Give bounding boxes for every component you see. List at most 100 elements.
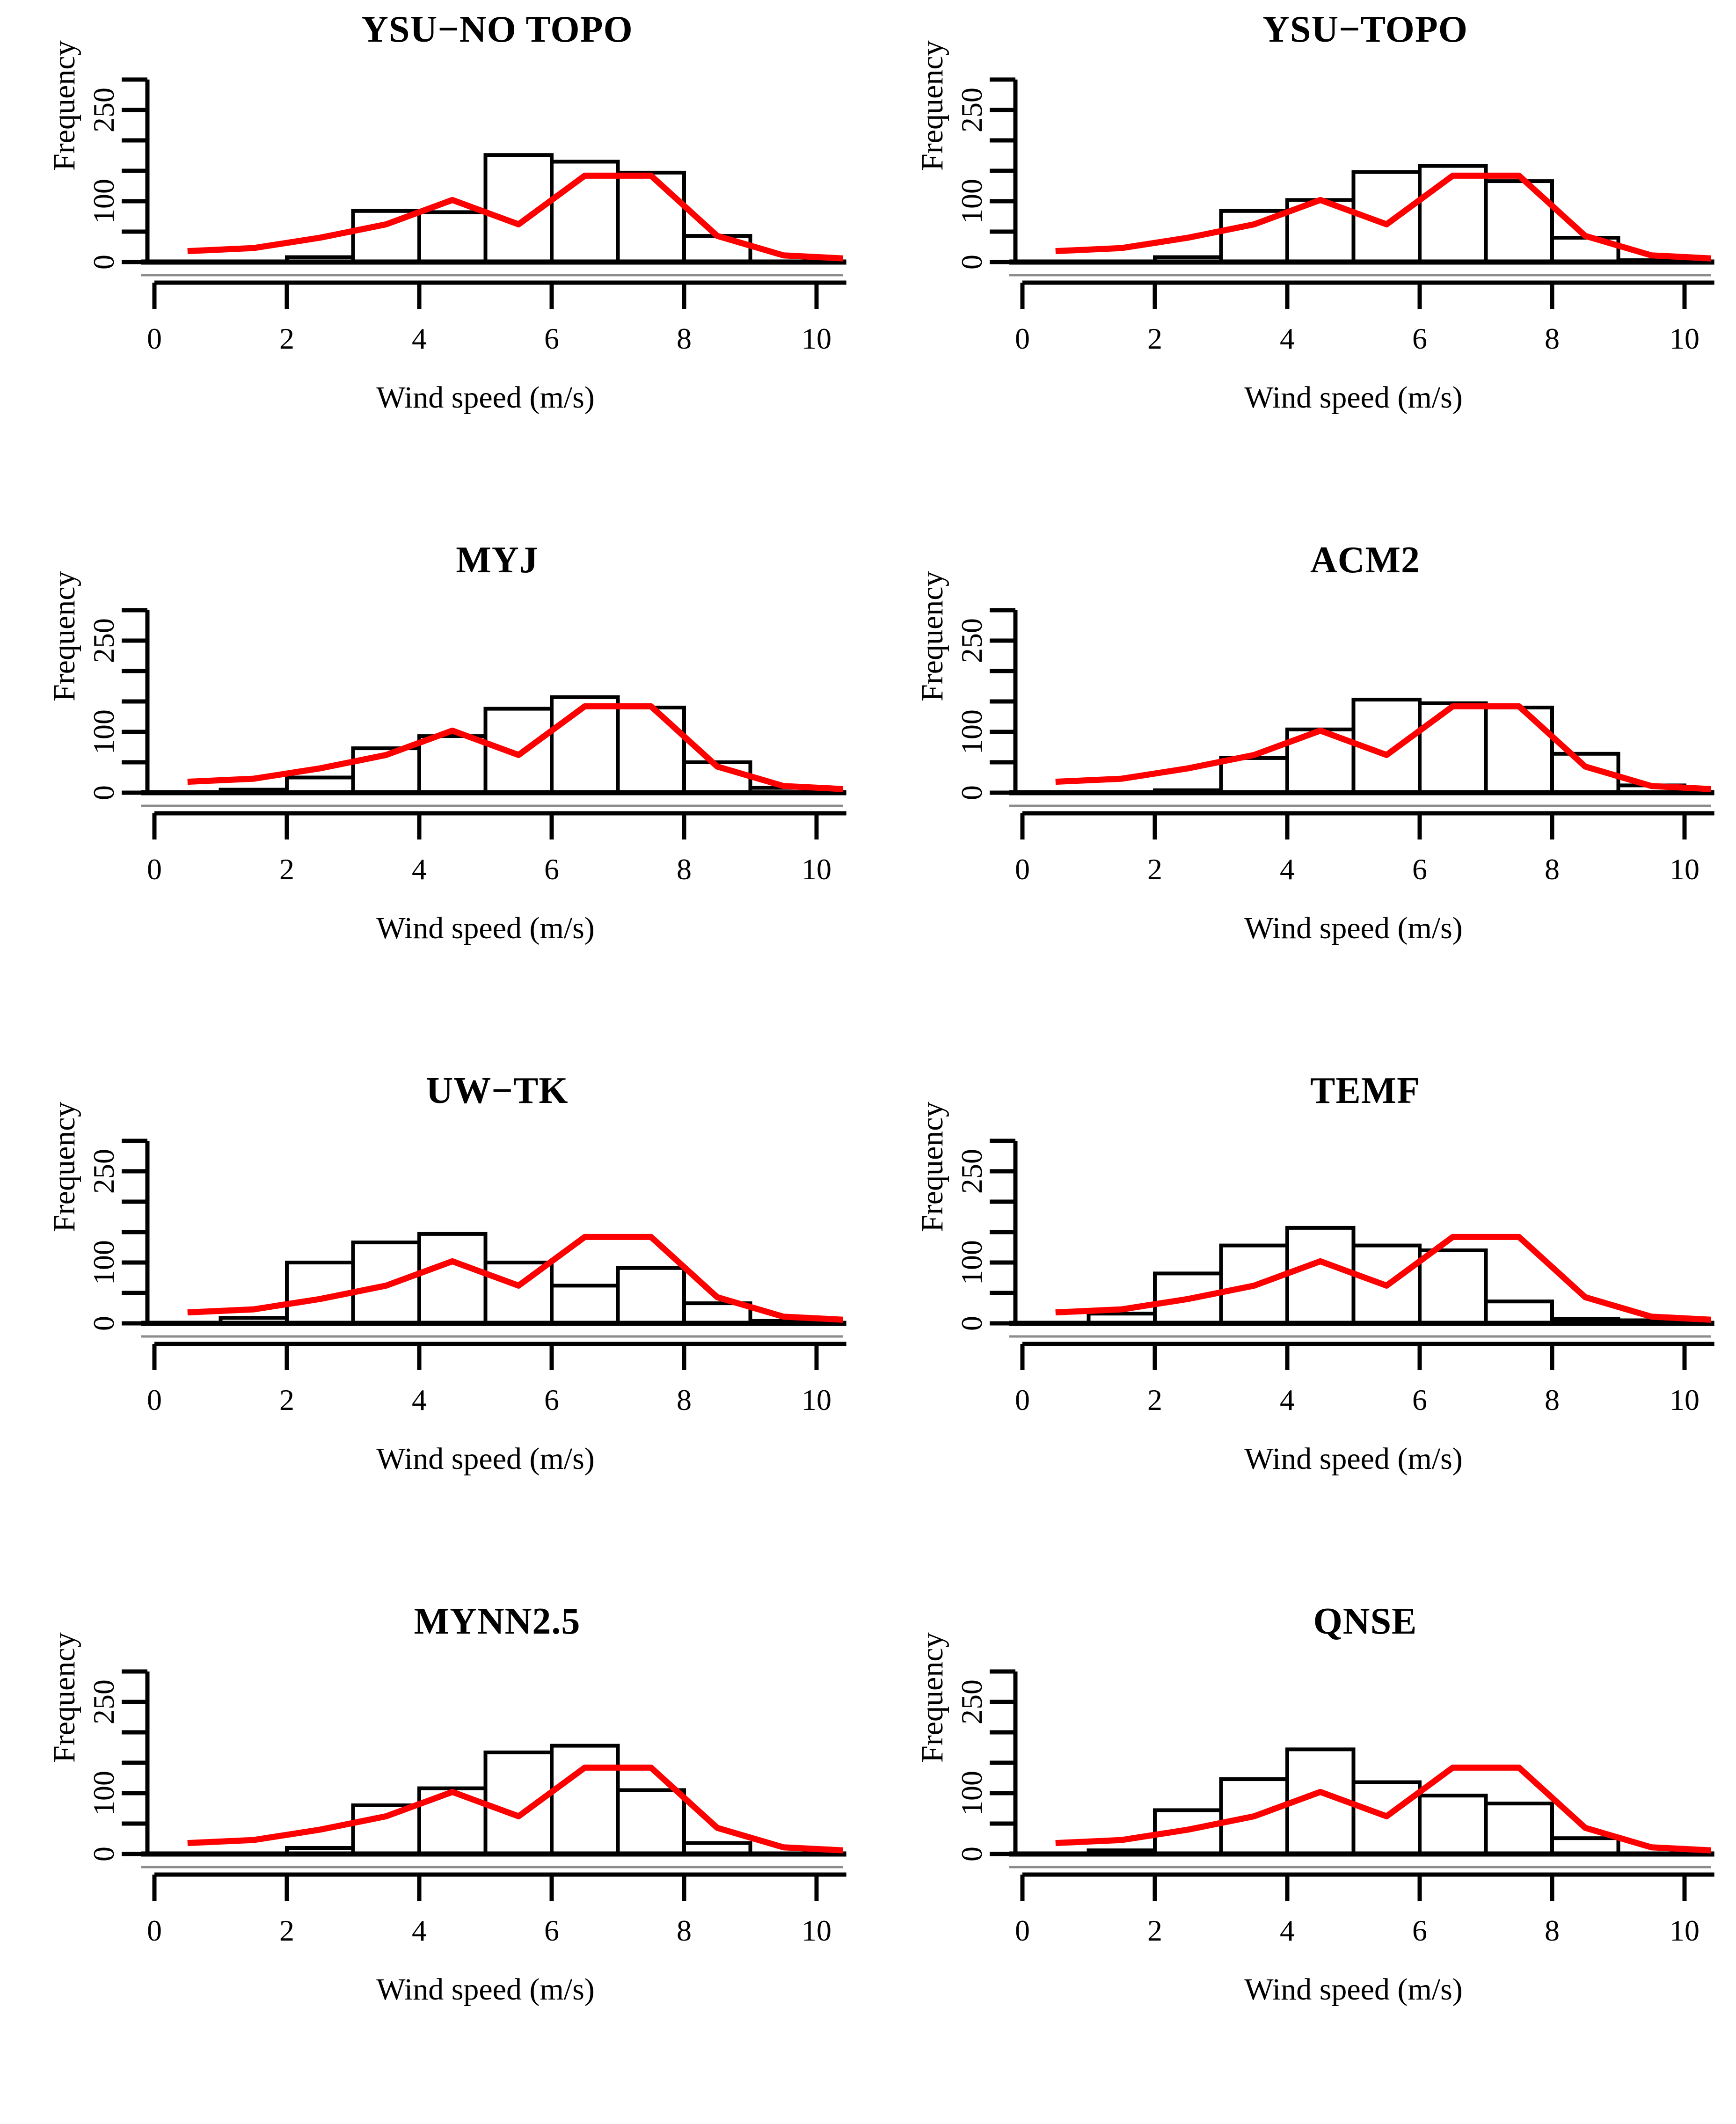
histogram-panel-myj: MYJ Frequency 0 100 250 0 2 4 6 8 10 Wind speed … xyxy=(0,531,868,1061)
y-tick-label: 100 xyxy=(955,1240,988,1285)
y-tick-label: 0 xyxy=(87,1847,120,1861)
y-tick-label: 250 xyxy=(955,1149,988,1194)
histogram-panel-acm2: ACM2 Frequency 0 100 250 0 2 4 6 8 10 Wind speed… xyxy=(868,531,1736,1061)
y-tick-label: 0 xyxy=(87,1316,120,1331)
x-tick-label: 8 xyxy=(677,1383,692,1416)
x-tick-label: 10 xyxy=(802,1914,832,1947)
panel-title: QNSE xyxy=(1313,1601,1417,1642)
x-tick-label: 6 xyxy=(1412,1914,1427,1947)
y-tick-label: 250 xyxy=(87,88,120,132)
x-tick-label: 10 xyxy=(802,1383,832,1416)
x-axis-label: Wind speed (m/s) xyxy=(1244,380,1463,415)
panel-title: YSU−NO TOPO xyxy=(361,9,633,50)
y-tick-label: 250 xyxy=(87,1149,120,1194)
histogram-bar xyxy=(483,1750,554,1856)
x-axis-label: Wind speed (m/s) xyxy=(376,911,595,945)
x-tick-label: 2 xyxy=(1147,853,1162,886)
chart-canvas: 0 100 250 0 2 4 6 8 10 xyxy=(955,77,1714,355)
histogram-bar xyxy=(1418,1794,1488,1856)
observed-line xyxy=(1055,172,1711,262)
x-tick-label: 2 xyxy=(1147,322,1162,355)
histogram-bar xyxy=(1285,1226,1356,1325)
panel-title: UW−TK xyxy=(426,1070,569,1111)
panel-title: MYJ xyxy=(456,540,539,581)
x-tick-label: 8 xyxy=(1545,853,1560,886)
chart-canvas: 0 100 250 0 2 4 6 8 10 xyxy=(955,1139,1714,1416)
histogram-panel-temf: TEMF Frequency 0 100 250 0 2 4 6 8 10 Wind speed… xyxy=(868,1061,1736,1592)
x-axis-label: Wind speed (m/s) xyxy=(1244,1442,1463,1476)
x-tick-label: 10 xyxy=(1670,853,1700,886)
x-tick-label: 8 xyxy=(677,1914,692,1947)
x-tick-label: 6 xyxy=(544,1914,559,1947)
chart-canvas: 0 100 250 0 2 4 6 8 10 xyxy=(87,1139,846,1416)
x-axis-label: Wind speed (m/s) xyxy=(376,380,595,415)
x-tick-label: 0 xyxy=(1015,1914,1030,1947)
y-tick-label: 100 xyxy=(87,179,120,224)
histogram-panel-uw-tk: UW−TK Frequency 0 100 250 0 2 4 6 8 10 Wind spee… xyxy=(0,1061,868,1592)
histogram-bar xyxy=(616,706,686,795)
histogram-bar xyxy=(483,707,554,795)
y-tick-label: 0 xyxy=(87,255,120,270)
histogram-bar xyxy=(1418,1248,1488,1325)
y-tick-label: 100 xyxy=(955,709,988,754)
x-tick-label: 6 xyxy=(544,322,559,355)
histogram-bar xyxy=(1219,209,1289,264)
histogram-bar xyxy=(1418,164,1488,264)
x-tick-label: 8 xyxy=(1545,322,1560,355)
histogram-bar xyxy=(616,1788,686,1856)
chart-canvas: 0 100 250 0 2 4 6 8 10 xyxy=(955,1669,1714,1947)
observed-line xyxy=(187,703,843,792)
x-tick-label: 0 xyxy=(1015,853,1030,886)
x-tick-label: 6 xyxy=(1412,853,1427,886)
x-tick-label: 0 xyxy=(1015,322,1030,355)
x-tick-label: 2 xyxy=(279,1914,294,1947)
chart-canvas: 0 100 250 0 2 4 6 8 10 xyxy=(87,1669,846,1947)
x-tick-label: 0 xyxy=(147,1914,162,1947)
y-tick-label: 0 xyxy=(87,785,120,800)
x-tick-label: 6 xyxy=(544,853,559,886)
y-tick-label: 0 xyxy=(955,255,988,270)
observed-line xyxy=(187,1764,843,1854)
x-axis-label: Wind speed (m/s) xyxy=(1244,911,1463,945)
x-tick-label: 4 xyxy=(412,1383,427,1416)
histogram-panel-mynn25: MYNN2.5 Frequency 0 100 250 0 2 4 6 8 10 Wind sp… xyxy=(0,1592,868,2123)
histogram-bar xyxy=(417,734,488,795)
histogram-bar xyxy=(1484,706,1554,795)
histogram-bar xyxy=(550,695,620,795)
x-axis-label: Wind speed (m/s) xyxy=(376,1972,595,2007)
x-tick-label: 0 xyxy=(147,853,162,886)
x-tick-label: 4 xyxy=(1280,1914,1295,1947)
panel-title: TEMF xyxy=(1310,1070,1421,1111)
y-tick-label: 250 xyxy=(87,1679,120,1724)
x-tick-label: 0 xyxy=(147,322,162,355)
panel-title: MYNN2.5 xyxy=(414,1601,581,1642)
y-tick-label: 100 xyxy=(955,179,988,224)
histogram-panel-ysu-no-topo: YSU−NO TOPO Frequency 0 100 250 0 2 4 6 8 10 Win… xyxy=(0,0,868,531)
observed-line xyxy=(187,172,843,262)
histogram-bar xyxy=(1484,1299,1554,1326)
histogram-bar xyxy=(1418,701,1488,795)
observed-line xyxy=(1055,1234,1711,1323)
histogram-panel-qnse: QNSE Frequency 0 100 250 0 2 4 6 8 10 Wind speed… xyxy=(868,1592,1736,2123)
x-tick-label: 10 xyxy=(1670,322,1700,355)
histogram-bar xyxy=(616,1266,686,1326)
y-tick-label: 100 xyxy=(87,1771,120,1816)
panel-title: ACM2 xyxy=(1310,540,1421,581)
x-tick-label: 2 xyxy=(1147,1383,1162,1416)
x-tick-label: 4 xyxy=(412,322,427,355)
x-tick-label: 2 xyxy=(279,853,294,886)
y-tick-label: 0 xyxy=(955,1316,988,1331)
observed-line xyxy=(1055,703,1711,792)
x-tick-label: 10 xyxy=(802,322,832,355)
histogram-bar xyxy=(351,1803,421,1856)
observed-line xyxy=(187,1234,843,1323)
x-tick-label: 2 xyxy=(1147,1914,1162,1947)
x-tick-label: 0 xyxy=(147,1383,162,1416)
x-axis-label: Wind speed (m/s) xyxy=(376,1442,595,1476)
histogram-bar xyxy=(1219,756,1289,795)
y-tick-label: 250 xyxy=(955,1679,988,1724)
x-tick-label: 6 xyxy=(1412,1383,1427,1416)
y-tick-label: 100 xyxy=(87,709,120,754)
y-tick-label: 250 xyxy=(955,88,988,132)
